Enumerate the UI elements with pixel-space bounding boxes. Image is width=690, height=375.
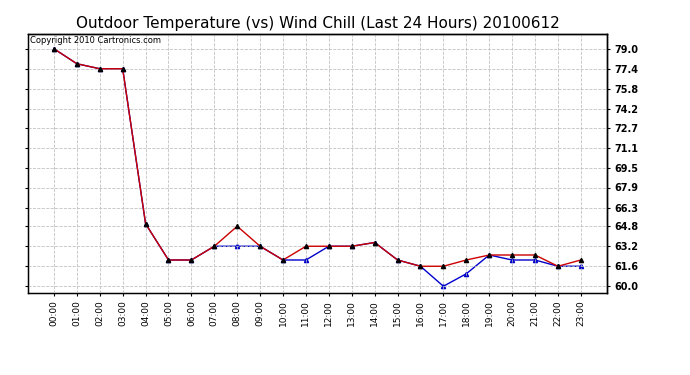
- Title: Outdoor Temperature (vs) Wind Chill (Last 24 Hours) 20100612: Outdoor Temperature (vs) Wind Chill (Las…: [75, 16, 560, 31]
- Text: Copyright 2010 Cartronics.com: Copyright 2010 Cartronics.com: [30, 36, 161, 45]
